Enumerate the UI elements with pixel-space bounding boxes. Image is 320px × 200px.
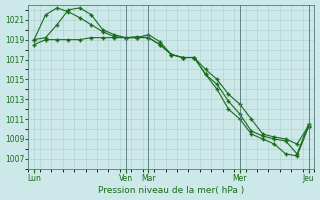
X-axis label: Pression niveau de la mer( hPa ): Pression niveau de la mer( hPa ) <box>98 186 244 195</box>
